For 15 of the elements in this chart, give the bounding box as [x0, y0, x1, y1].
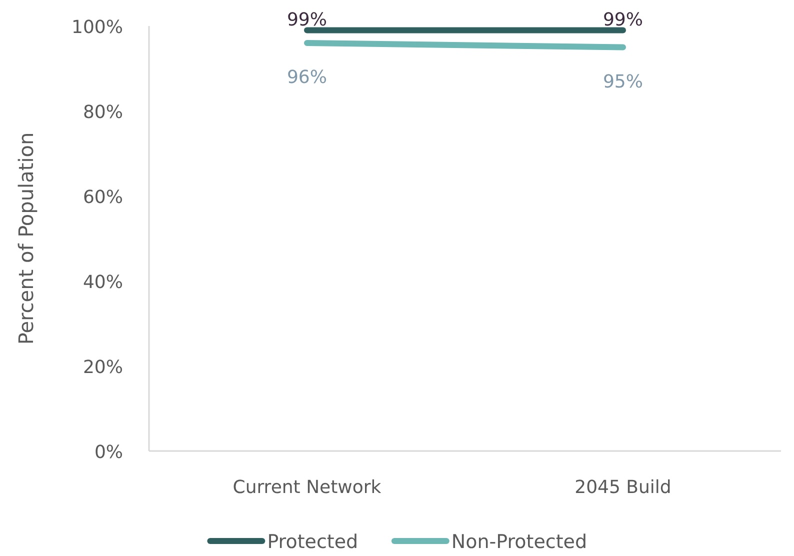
x-tick-label: Current Network	[232, 477, 382, 498]
y-axis-title: Percent of Population	[14, 132, 38, 345]
legend-label: Non-Protected	[451, 531, 588, 553]
data-label: 96%	[286, 67, 328, 88]
data-label: 95%	[602, 71, 644, 92]
y-tick-label: 100%	[72, 17, 123, 38]
y-tick-label: 20%	[82, 357, 123, 378]
y-tick-label: 40%	[82, 272, 123, 293]
y-tick-label: 60%	[82, 187, 123, 208]
data-label: 99%	[602, 9, 644, 30]
data-label: 99%	[286, 9, 328, 30]
x-tick-label: 2045 Build	[574, 477, 672, 498]
y-tick-label: 0%	[94, 442, 123, 463]
y-tick-label: 80%	[82, 102, 123, 123]
legend-label: Protected	[267, 531, 358, 553]
